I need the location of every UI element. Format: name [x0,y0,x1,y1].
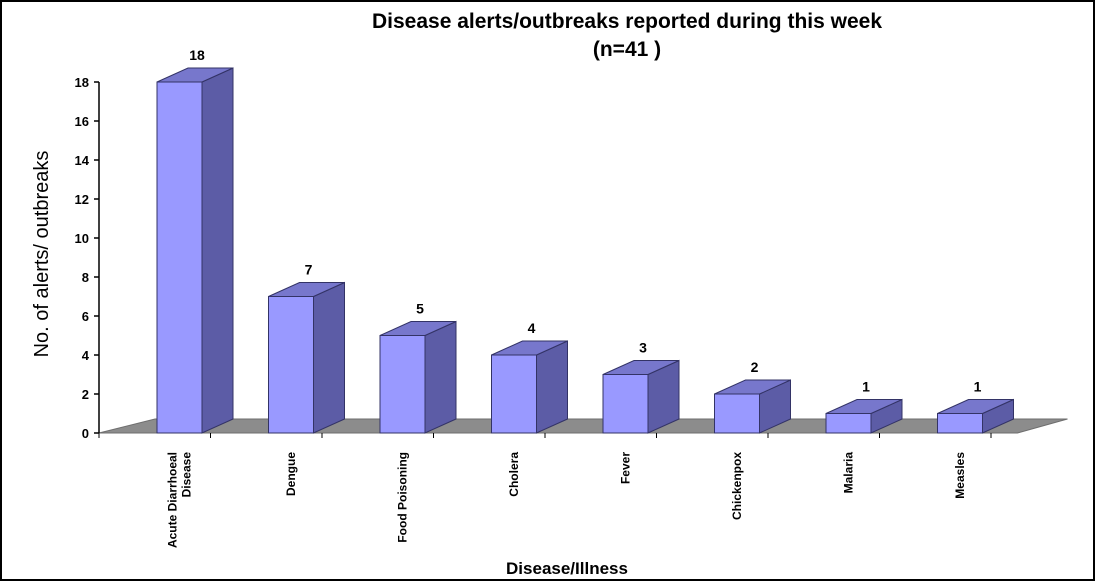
chart-floor [98,418,1068,434]
data-label: 7 [305,262,313,278]
x-tick-label: Measles [953,452,967,499]
y-axis-label: No. of alerts/ outbreaks [31,151,53,358]
y-tick-label: 12 [75,192,89,207]
x-tick-label: Food Poisoning [396,452,410,543]
y-tick-label: 10 [75,231,89,246]
x-tick-label: Malaria [842,452,856,494]
chart-title: Disease alerts/outbreaks reported during… [372,10,882,33]
x-tick-label: Dengue [284,452,298,496]
bar [491,354,537,434]
bar-side [424,320,457,434]
y-tick-label: 0 [82,426,89,441]
y-tick-label: 4 [82,348,90,363]
bar [602,374,649,434]
x-tick-label: Cholera [507,452,521,497]
bar-side [313,281,345,434]
y-tick-label: 2 [82,387,89,402]
bar [937,413,983,434]
y-tick-label: 16 [75,114,89,129]
bar-side [536,340,568,434]
x-tick-label: Acute Diarrhoeal [166,452,180,548]
data-label: 5 [416,301,424,317]
bar [268,296,314,434]
chart-subtitle: (n=41 ) [593,38,661,61]
data-label: 1 [974,379,982,395]
bar [825,413,872,434]
data-label: 3 [639,340,647,356]
data-label: 1 [862,379,870,395]
data-label: 2 [751,359,759,375]
x-axis-label: Disease/Illness [506,559,628,578]
bar-side [201,67,234,434]
y-tick-label: 6 [82,309,89,324]
data-label: 4 [528,320,536,336]
data-label: 18 [189,47,205,63]
y-tick-label: 18 [75,75,89,90]
y-tick-label: 8 [82,270,89,285]
bar [156,81,203,434]
bar [714,393,760,434]
bar [379,335,426,434]
y-tick-label: 14 [75,153,90,168]
x-tick-label: Fever [619,452,633,484]
x-tick-label: Disease [180,452,194,498]
x-tick-label: Chickenpox [730,452,744,520]
